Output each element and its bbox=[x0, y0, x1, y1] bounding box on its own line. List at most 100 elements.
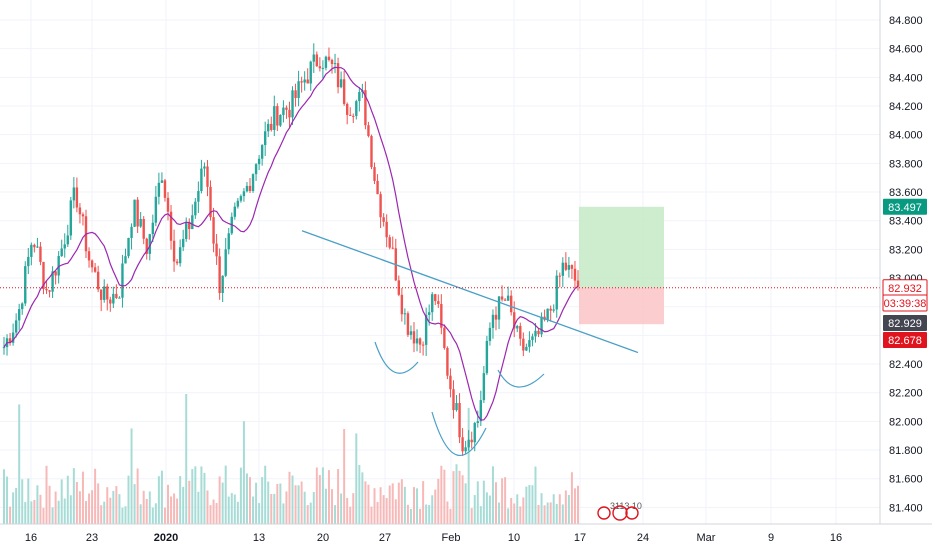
candle-body[interactable] bbox=[263, 131, 267, 146]
candle-body[interactable] bbox=[464, 447, 467, 452]
candle-body[interactable] bbox=[300, 81, 303, 83]
candle-body[interactable] bbox=[421, 344, 425, 346]
candle-body[interactable] bbox=[45, 289, 48, 291]
candle-body[interactable] bbox=[552, 309, 555, 311]
moving-average-line[interactable] bbox=[3, 66, 579, 421]
candle-body[interactable] bbox=[461, 437, 464, 452]
candle-body[interactable] bbox=[321, 67, 325, 69]
candle-body[interactable] bbox=[470, 439, 473, 443]
candle-body[interactable] bbox=[93, 267, 97, 272]
candle-body[interactable] bbox=[17, 309, 21, 321]
candle-body[interactable] bbox=[537, 330, 540, 335]
candle-body[interactable] bbox=[485, 340, 489, 374]
candle-body[interactable] bbox=[279, 114, 282, 126]
candle-body[interactable] bbox=[57, 255, 60, 276]
candle-body[interactable] bbox=[133, 199, 136, 227]
candle-body[interactable] bbox=[391, 247, 394, 249]
candle-body[interactable] bbox=[564, 262, 568, 270]
candle-body[interactable] bbox=[336, 63, 340, 88]
candle-body[interactable] bbox=[191, 215, 194, 230]
candle-body[interactable] bbox=[424, 314, 428, 345]
candle-body[interactable] bbox=[257, 158, 261, 165]
candle-body[interactable] bbox=[418, 338, 422, 345]
candle-body[interactable] bbox=[531, 336, 534, 341]
candle-body[interactable] bbox=[276, 106, 279, 126]
candle-body[interactable] bbox=[181, 238, 185, 248]
candle-body[interactable] bbox=[245, 185, 249, 192]
candle-body[interactable] bbox=[412, 331, 416, 344]
candle-body[interactable] bbox=[324, 56, 328, 68]
candle-body[interactable] bbox=[51, 271, 54, 292]
candle-body[interactable] bbox=[109, 299, 112, 304]
candle-body[interactable] bbox=[169, 211, 173, 241]
candle-body[interactable] bbox=[409, 331, 413, 335]
candle-body[interactable] bbox=[327, 56, 331, 60]
candle-body[interactable] bbox=[63, 244, 66, 249]
candle-body[interactable] bbox=[528, 340, 531, 347]
candle-body[interactable] bbox=[473, 422, 476, 443]
candle-body[interactable] bbox=[367, 125, 370, 136]
candle-body[interactable] bbox=[221, 275, 224, 293]
candle-body[interactable] bbox=[561, 262, 565, 276]
candle-body[interactable] bbox=[525, 346, 528, 351]
head-arc[interactable] bbox=[431, 411, 487, 457]
candle-body[interactable] bbox=[36, 246, 39, 248]
candle-body[interactable] bbox=[312, 54, 315, 62]
candle-body[interactable] bbox=[318, 66, 322, 69]
candle-body[interactable] bbox=[467, 439, 470, 448]
candle-body[interactable] bbox=[24, 266, 27, 304]
candle-body[interactable] bbox=[118, 297, 121, 299]
candle-body[interactable] bbox=[81, 214, 85, 217]
candle-body[interactable] bbox=[503, 299, 507, 301]
candle-body[interactable] bbox=[136, 199, 139, 227]
candle-body[interactable] bbox=[540, 316, 543, 335]
candle-body[interactable] bbox=[39, 246, 42, 262]
candle-body[interactable] bbox=[11, 332, 15, 343]
candle-body[interactable] bbox=[188, 221, 191, 230]
candle-body[interactable] bbox=[224, 249, 227, 276]
candle-body[interactable] bbox=[519, 325, 522, 339]
candle-body[interactable] bbox=[570, 265, 574, 269]
candle-body[interactable] bbox=[297, 81, 300, 99]
candle-body[interactable] bbox=[151, 222, 155, 235]
candle-body[interactable] bbox=[75, 187, 79, 208]
candle-body[interactable] bbox=[78, 207, 82, 215]
candle-body[interactable] bbox=[106, 286, 109, 300]
candle-body[interactable] bbox=[124, 256, 127, 264]
candle-body[interactable] bbox=[546, 308, 549, 320]
candle-body[interactable] bbox=[163, 180, 167, 198]
candle-body[interactable] bbox=[355, 101, 358, 116]
candle-body[interactable] bbox=[8, 338, 12, 343]
candle-body[interactable] bbox=[239, 196, 243, 201]
candle-body[interactable] bbox=[69, 200, 73, 236]
candle-body[interactable] bbox=[145, 238, 148, 254]
candle-body[interactable] bbox=[303, 79, 306, 83]
candle-body[interactable] bbox=[103, 286, 106, 300]
candle-body[interactable] bbox=[209, 186, 212, 218]
candle-body[interactable] bbox=[282, 107, 285, 115]
candle-body[interactable] bbox=[42, 261, 45, 290]
candle-body[interactable] bbox=[500, 296, 504, 300]
candle-body[interactable] bbox=[443, 327, 446, 348]
candle-body[interactable] bbox=[212, 217, 215, 244]
candle-body[interactable] bbox=[27, 256, 30, 267]
candle-body[interactable] bbox=[99, 289, 103, 300]
candle-body[interactable] bbox=[21, 303, 24, 310]
price-label-current[interactable] bbox=[883, 315, 927, 331]
candle-body[interactable] bbox=[573, 268, 577, 281]
candle-body[interactable] bbox=[488, 327, 492, 341]
candle-body[interactable] bbox=[370, 135, 373, 168]
candle-body[interactable] bbox=[415, 338, 419, 344]
candle-body[interactable] bbox=[54, 271, 57, 276]
price-label-countdown[interactable] bbox=[882, 294, 928, 312]
candle-body[interactable] bbox=[251, 174, 255, 191]
candle-body[interactable] bbox=[260, 145, 264, 159]
candle-body[interactable] bbox=[142, 218, 145, 239]
candle-body[interactable] bbox=[555, 275, 558, 310]
candle-body[interactable] bbox=[178, 247, 182, 264]
candle-body[interactable] bbox=[206, 166, 209, 187]
candle-body[interactable] bbox=[294, 90, 297, 99]
candle-body[interactable] bbox=[397, 280, 401, 295]
